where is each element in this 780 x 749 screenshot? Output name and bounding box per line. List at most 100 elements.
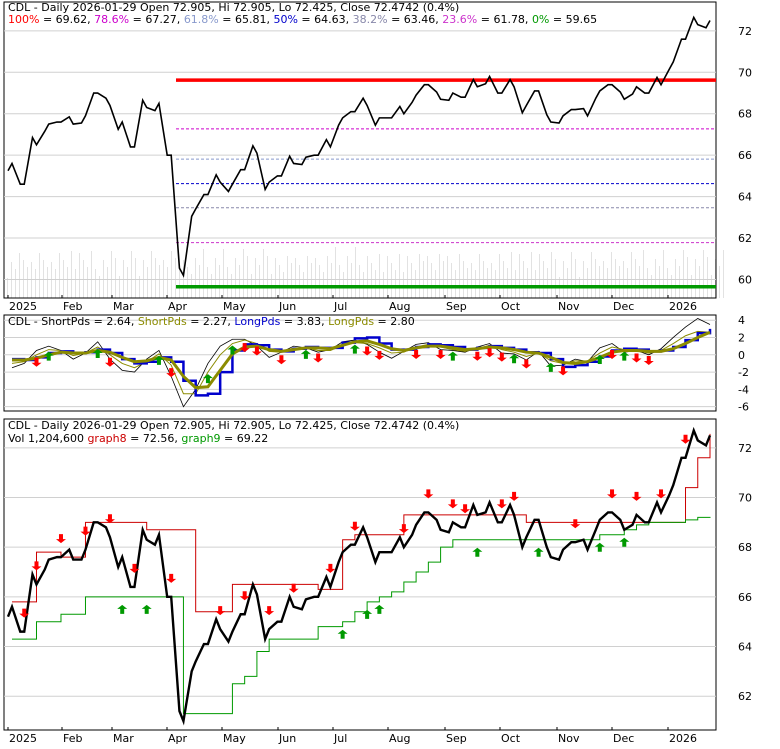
volume-bar bbox=[11, 262, 12, 298]
oscillator-series-name: LongPds bbox=[328, 315, 374, 328]
price-x-tick-label: Oct bbox=[501, 300, 521, 313]
volume-bar bbox=[387, 256, 388, 298]
volume-bar bbox=[203, 249, 204, 298]
fib-legend-label: 38.2% bbox=[353, 13, 388, 26]
buy-signal-arrow bbox=[594, 542, 605, 552]
price-x-tick-label: Nov bbox=[558, 300, 580, 313]
fib-legend-label: 0% bbox=[532, 13, 549, 26]
volume-bar bbox=[491, 263, 492, 298]
volume-bar bbox=[687, 257, 688, 298]
sell-signal-arrow bbox=[521, 359, 532, 369]
price-y-tick-label: 72 bbox=[738, 25, 752, 38]
volume-bar bbox=[615, 259, 616, 298]
buy-signal-arrow bbox=[509, 354, 520, 364]
sell-signal-arrow bbox=[104, 514, 115, 524]
oscillator-series-name: LongPds bbox=[234, 315, 280, 328]
volume-bar bbox=[219, 265, 220, 298]
graph9-line bbox=[12, 516, 711, 715]
trend-x-tick-label: Aug bbox=[389, 732, 410, 745]
volume-bar bbox=[199, 265, 200, 298]
volume-bar bbox=[647, 268, 648, 298]
price-panel-title: CDL - Daily 2026-01-29 Open 72.905, Hi 7… bbox=[8, 1, 459, 14]
oscillator-series-name: ShortPds bbox=[41, 315, 90, 328]
sell-signal-arrow bbox=[398, 524, 409, 534]
volume-bar bbox=[439, 254, 440, 298]
sell-signal-arrow bbox=[55, 534, 66, 544]
trend-x-tick-label: Nov bbox=[558, 732, 580, 745]
sell-signal-arrow bbox=[251, 346, 262, 356]
volume-bar bbox=[19, 253, 20, 298]
volume-bar bbox=[67, 267, 68, 298]
buy-signal-arrow bbox=[337, 629, 348, 639]
volume-bar bbox=[455, 270, 456, 298]
buy-signal-arrow bbox=[202, 374, 213, 384]
volume-bar bbox=[467, 268, 468, 298]
volume-bar bbox=[259, 265, 260, 298]
sell-signal-arrow bbox=[472, 351, 483, 361]
trend-y-tick-label: 68 bbox=[738, 541, 752, 554]
volume-bar bbox=[571, 252, 572, 298]
volume-bar bbox=[375, 270, 376, 298]
volume-bar bbox=[119, 276, 120, 298]
volume-bar bbox=[151, 251, 152, 298]
volume-bar bbox=[511, 252, 512, 298]
volume-bar bbox=[419, 254, 420, 298]
trend-x-tick-label: May bbox=[223, 732, 246, 745]
fib-legend-value: = 61.78, bbox=[477, 13, 532, 26]
volume-bar bbox=[471, 263, 472, 298]
sell-signal-arrow bbox=[129, 563, 140, 573]
volume-bar bbox=[207, 267, 208, 298]
price-x-tick-label: May bbox=[223, 300, 246, 313]
price-x-tick-label: Mar bbox=[113, 300, 134, 313]
volume-bar bbox=[663, 250, 664, 298]
buy-signal-arrow bbox=[447, 351, 458, 361]
sell-signal-arrow bbox=[325, 563, 336, 573]
sell-signal-arrow bbox=[607, 489, 618, 499]
volume-bar bbox=[595, 259, 596, 298]
oscillator-series-value: = 2.27, bbox=[187, 315, 235, 328]
volume-bar bbox=[591, 252, 592, 298]
trend-y-tick-label: 66 bbox=[738, 591, 752, 604]
volume-bar bbox=[247, 256, 248, 298]
volume-bar bbox=[167, 267, 168, 298]
volume-bar bbox=[315, 258, 316, 298]
volume-bar bbox=[567, 268, 568, 298]
oscillator-y-tick-label: -4 bbox=[738, 383, 749, 396]
volume-bar bbox=[395, 270, 396, 298]
sell-signal-arrow bbox=[680, 434, 691, 444]
volume-bar bbox=[95, 269, 96, 298]
volume-bar bbox=[127, 267, 128, 298]
volume-bar bbox=[451, 263, 452, 298]
volume-bar bbox=[699, 266, 700, 298]
sell-signal-arrow bbox=[31, 357, 42, 367]
volume-bar bbox=[487, 268, 488, 298]
volume-bar bbox=[707, 257, 708, 298]
buy-signal-arrow bbox=[533, 547, 544, 557]
price-x-tick-label: Sep bbox=[446, 300, 467, 313]
sell-signal-arrow bbox=[496, 499, 507, 509]
volume-bar bbox=[683, 250, 684, 298]
shortpds-slow-line bbox=[11, 330, 711, 395]
volume-bar bbox=[111, 251, 112, 298]
trend-x-tick-label: Feb bbox=[63, 732, 82, 745]
buy-signal-arrow bbox=[92, 349, 103, 358]
sell-signal-arrow bbox=[313, 353, 324, 363]
sell-signal-arrow bbox=[264, 606, 275, 616]
volume-bar bbox=[91, 251, 92, 298]
sell-signal-arrow bbox=[570, 519, 581, 529]
volume-bar bbox=[391, 263, 392, 298]
volume-bar bbox=[75, 269, 76, 298]
price-y-tick-label: 70 bbox=[738, 66, 752, 79]
volume-bar bbox=[31, 262, 32, 298]
volume-bar bbox=[171, 251, 172, 298]
volume-bar bbox=[215, 258, 216, 298]
volume-bar bbox=[519, 254, 520, 298]
volume-bar bbox=[675, 259, 676, 298]
oscillator-panel-frame bbox=[3, 314, 717, 412]
volume-bar bbox=[475, 270, 476, 298]
oscillator-legend: CDL - ShortPds = 2.64, ShortPds = 2.27, … bbox=[8, 315, 415, 328]
fib-legend-label: 100% bbox=[8, 13, 39, 26]
trend-x-tick-label: Jul bbox=[333, 732, 347, 745]
sell-signal-arrow bbox=[239, 591, 250, 601]
fib-legend-label: 23.6% bbox=[442, 13, 477, 26]
